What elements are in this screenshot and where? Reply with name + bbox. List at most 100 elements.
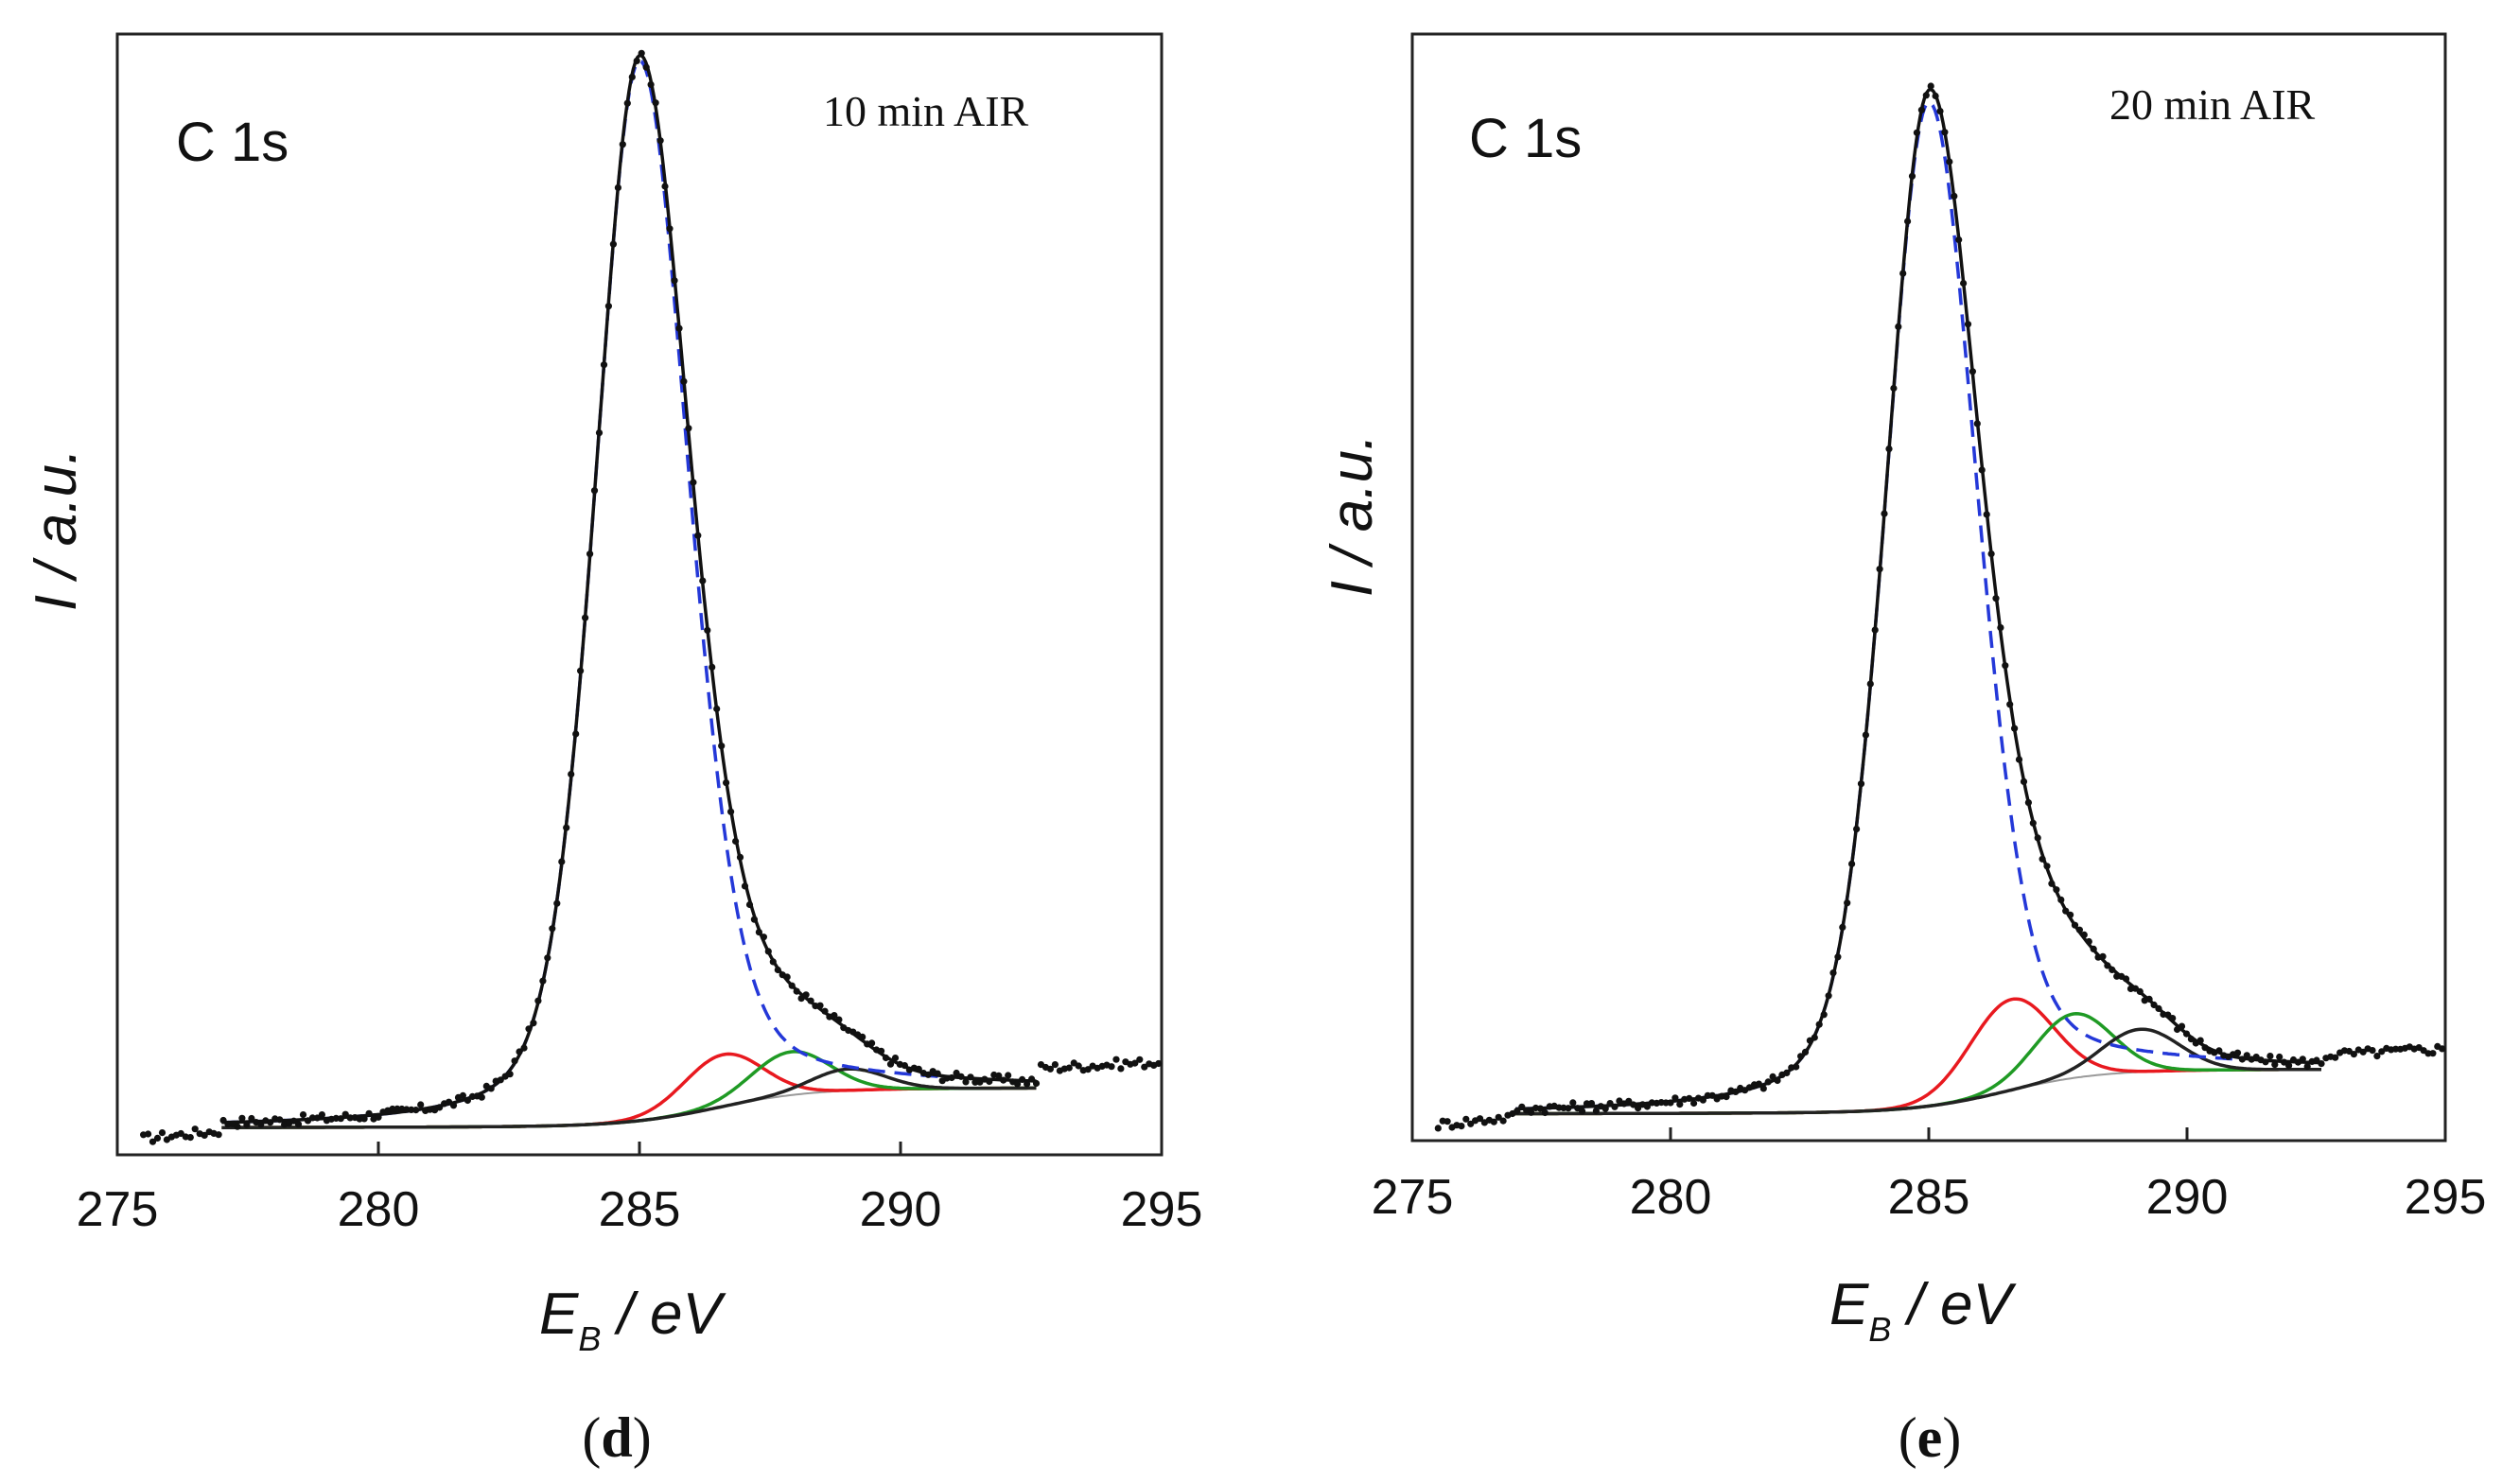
data-point bbox=[2150, 1001, 2158, 1009]
data-point bbox=[878, 1047, 885, 1055]
data-point bbox=[1444, 1118, 1451, 1125]
data-point bbox=[891, 1055, 900, 1062]
data-point bbox=[2011, 724, 2019, 732]
data-point bbox=[1848, 860, 1856, 868]
data-point bbox=[436, 1104, 444, 1111]
data-point bbox=[760, 933, 768, 941]
x-axis-label-sub: B bbox=[1868, 1310, 1891, 1349]
data-point bbox=[539, 977, 547, 985]
data-point bbox=[1732, 1088, 1740, 1095]
data-point bbox=[1690, 1099, 1698, 1108]
data-point bbox=[1028, 1075, 1036, 1083]
data-point bbox=[642, 63, 650, 71]
data-point bbox=[1686, 1094, 1693, 1102]
data-point bbox=[656, 137, 664, 145]
data-point bbox=[2155, 1004, 2162, 1012]
data-point bbox=[882, 1054, 890, 1062]
data-point bbox=[248, 1114, 255, 1123]
data-point bbox=[995, 1072, 1003, 1079]
data-point bbox=[666, 225, 674, 233]
data-point bbox=[2238, 1056, 2246, 1063]
data-point bbox=[449, 1102, 458, 1109]
data-point bbox=[1820, 1011, 1828, 1019]
data-point bbox=[2266, 1053, 2274, 1060]
data-point bbox=[680, 377, 688, 385]
data-point bbox=[219, 1116, 227, 1125]
data-point bbox=[1797, 1053, 1805, 1060]
x-tick-label: 290 bbox=[860, 1182, 942, 1237]
data-point bbox=[1565, 1105, 1572, 1112]
data-point bbox=[459, 1091, 466, 1099]
data-point bbox=[2299, 1056, 2306, 1063]
data-point bbox=[2123, 975, 2130, 983]
data-point bbox=[360, 1115, 368, 1123]
data-point bbox=[586, 550, 594, 558]
data-point bbox=[2136, 987, 2144, 995]
data-point bbox=[1992, 595, 2000, 602]
x-tick-label: 275 bbox=[77, 1182, 159, 1237]
data-point bbox=[2285, 1062, 2293, 1070]
data-point bbox=[1495, 1113, 1502, 1121]
data-point bbox=[1569, 1099, 1577, 1107]
x-tick-label: 285 bbox=[599, 1182, 681, 1237]
data-point bbox=[647, 80, 655, 88]
data-point bbox=[520, 1044, 528, 1052]
data-point bbox=[1014, 1080, 1022, 1088]
data-point bbox=[2262, 1058, 2269, 1066]
data-point bbox=[1476, 1115, 1484, 1123]
data-point bbox=[1075, 1062, 1082, 1070]
data-point bbox=[675, 324, 683, 332]
data-point bbox=[2043, 863, 2051, 870]
data-point bbox=[1825, 992, 1832, 1000]
data-point bbox=[1108, 1063, 1115, 1071]
x-tick-label: 285 bbox=[1888, 1170, 1970, 1225]
data-point bbox=[590, 487, 599, 495]
data-point bbox=[2369, 1047, 2376, 1055]
data-point bbox=[1755, 1080, 1762, 1088]
data-point bbox=[718, 742, 726, 750]
data-point bbox=[506, 1071, 514, 1078]
data-point bbox=[736, 853, 744, 862]
data-point bbox=[915, 1065, 922, 1073]
data-point bbox=[1112, 1056, 1120, 1063]
data-point bbox=[1065, 1064, 1073, 1072]
data-point bbox=[802, 991, 810, 999]
data-point bbox=[709, 663, 716, 672]
data-point bbox=[1866, 680, 1874, 688]
data-point bbox=[2067, 911, 2074, 918]
data-point bbox=[1514, 1108, 1521, 1115]
data-point bbox=[2215, 1047, 2223, 1055]
data-point bbox=[1458, 1123, 1465, 1130]
data-point bbox=[2104, 962, 2111, 969]
data-point bbox=[1155, 1059, 1163, 1068]
data-point bbox=[638, 49, 645, 57]
data-point bbox=[1960, 279, 1968, 288]
data-point bbox=[745, 900, 754, 909]
data-point bbox=[1462, 1115, 1470, 1123]
data-point bbox=[412, 1107, 420, 1114]
data-point bbox=[1983, 511, 1990, 518]
element-label: C 1s bbox=[1469, 108, 1582, 169]
data-point bbox=[1131, 1059, 1139, 1067]
data-point bbox=[341, 1110, 349, 1118]
data-point bbox=[623, 99, 631, 107]
data-point bbox=[2075, 926, 2083, 933]
data-point bbox=[2303, 1063, 2311, 1071]
data-point bbox=[1699, 1096, 1706, 1104]
data-point bbox=[389, 1105, 396, 1113]
data-point bbox=[685, 425, 692, 432]
x-tick-label: 295 bbox=[2405, 1170, 2487, 1225]
data-point bbox=[2020, 777, 2028, 786]
x-tick-label: 280 bbox=[338, 1182, 420, 1237]
data-point bbox=[2182, 1030, 2191, 1038]
data-point bbox=[177, 1129, 184, 1138]
data-point bbox=[1793, 1063, 1800, 1071]
data-point bbox=[525, 1025, 533, 1033]
data-point bbox=[1853, 826, 1861, 833]
data-point bbox=[572, 730, 580, 738]
data-point bbox=[967, 1073, 974, 1081]
data-point bbox=[732, 837, 740, 846]
x-axis-label-unit: / eV bbox=[1891, 1272, 2017, 1337]
data-point bbox=[727, 808, 735, 815]
data-point bbox=[1671, 1094, 1679, 1102]
